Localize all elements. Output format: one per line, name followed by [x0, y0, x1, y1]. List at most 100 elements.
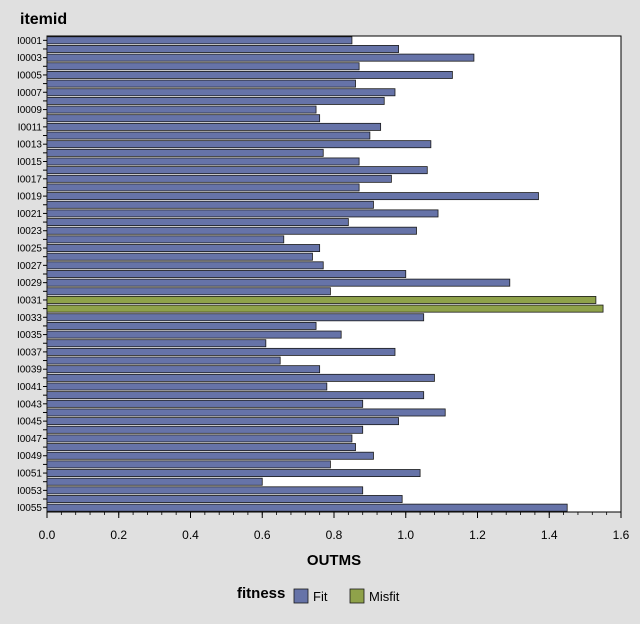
x-tick-label: 1.2 — [469, 528, 486, 542]
bar-I0048 — [46, 443, 356, 452]
y-tick-label: I0031 — [17, 295, 42, 306]
y-tick-label: I0015 — [17, 157, 42, 168]
bar-I0028 — [46, 270, 407, 278]
y-tick-label: I0017 — [17, 174, 42, 185]
y-tick-label: I0013 — [17, 140, 42, 151]
y-tick-label: I0029 — [17, 278, 42, 289]
y-tick-label: I0045 — [17, 417, 42, 428]
bar-I0031 — [46, 296, 597, 304]
bar-I0030 — [46, 287, 331, 296]
bar-I0014 — [46, 148, 324, 157]
bar-I0039 — [46, 365, 321, 374]
y-tick-label: I0025 — [17, 244, 42, 255]
y-tick-label: I0055 — [17, 503, 42, 514]
bar-I0001 — [46, 36, 353, 45]
bar-I0050 — [46, 460, 331, 469]
y-tick-label: I0049 — [17, 451, 42, 462]
y-tick-label: I0027 — [17, 261, 42, 272]
bar-I0021 — [46, 209, 439, 218]
bar-I0049 — [46, 451, 374, 460]
bar-I0035 — [46, 330, 342, 339]
x-tick-label: 1.0 — [397, 528, 414, 542]
bar-I0024 — [46, 235, 285, 244]
y-tick-label: I0011 — [18, 122, 43, 133]
bar-I0046 — [46, 425, 364, 434]
bar-I0004 — [46, 62, 360, 71]
y-tick-label: I0007 — [17, 88, 42, 99]
bar-I0042 — [46, 391, 425, 400]
y-tick-label: I0039 — [17, 365, 42, 376]
bar-I0051 — [46, 469, 421, 478]
x-tick-label: 1.6 — [613, 528, 630, 542]
bar-I0036 — [46, 339, 267, 348]
bar-I0008 — [46, 96, 385, 105]
bar-I0017 — [46, 174, 392, 183]
y-tick-label: I0023 — [17, 226, 42, 237]
bar-I0052 — [46, 477, 263, 486]
x-tick-label: 0.8 — [326, 528, 343, 542]
x-tick-label: 1.4 — [541, 528, 558, 542]
legend-swatch-misfit — [349, 588, 365, 604]
y-tick-label: I0005 — [17, 70, 42, 81]
bar-I0025 — [46, 244, 321, 252]
x-tick-label: 0.2 — [110, 528, 127, 542]
bar-I0029 — [46, 278, 511, 287]
bar-I0013 — [46, 140, 432, 149]
bar-I0047 — [46, 434, 353, 443]
bar-I0011 — [46, 122, 382, 131]
legend-swatch-fit — [293, 588, 309, 604]
y-tick-label: I0019 — [17, 192, 42, 203]
bar-I0045 — [46, 417, 399, 426]
legend-label-fit: Fit — [313, 589, 328, 604]
y-tick-label: I0051 — [17, 469, 42, 480]
y-tick-label: I0053 — [17, 486, 42, 497]
bar-I0016 — [46, 166, 428, 175]
bar-I0043 — [46, 399, 364, 408]
bar-I0007 — [46, 88, 396, 97]
bar-I0055 — [46, 503, 568, 512]
legend-label-misfit: Misfit — [369, 589, 400, 604]
bar-I0018 — [46, 183, 360, 192]
y-tick-label: I0043 — [17, 399, 42, 410]
bar-I0032 — [46, 304, 604, 313]
bar-I0026 — [46, 252, 313, 261]
y-tick-label: I0001 — [17, 36, 42, 47]
y-tick-label: I0021 — [17, 209, 42, 220]
x-tick-label: 0.6 — [254, 528, 271, 542]
bar-I0009 — [46, 105, 317, 114]
y-tick-label: I0037 — [17, 347, 42, 358]
bar-I0038 — [46, 356, 281, 365]
bar-I0010 — [46, 114, 321, 123]
bar-I0022 — [46, 218, 349, 227]
y-tick-label: I0003 — [17, 53, 42, 64]
bar-I0040 — [46, 373, 435, 382]
bar-I0015 — [46, 157, 360, 166]
bar-I0044 — [46, 408, 446, 417]
y-tick-label: I0047 — [17, 434, 42, 445]
bar-I0053 — [46, 486, 364, 495]
y-tick-label: I0033 — [17, 313, 42, 324]
y-axis-title: itemid — [20, 11, 67, 28]
bar-I0041 — [46, 382, 328, 391]
bar-I0006 — [46, 79, 356, 88]
x-axis-title: OUTMS — [307, 552, 361, 569]
bar-I0037 — [46, 347, 396, 356]
y-tick-label: I0009 — [17, 105, 42, 116]
bar-I0002 — [46, 45, 399, 53]
bar-I0012 — [46, 131, 371, 140]
bar-I0033 — [46, 313, 425, 322]
x-tick-label: 0.0 — [39, 528, 56, 542]
bar-I0005 — [46, 70, 453, 79]
bar-I0023 — [46, 226, 417, 235]
x-tick-label: 0.4 — [182, 528, 199, 542]
y-tick-label: I0041 — [17, 382, 42, 393]
bar-I0020 — [46, 200, 374, 209]
bar-I0054 — [46, 495, 403, 503]
bar-I0034 — [46, 321, 317, 330]
bar-I0027 — [46, 261, 324, 270]
bar-I0019 — [46, 192, 539, 201]
bar-I0003 — [46, 53, 475, 62]
y-tick-label: I0035 — [17, 330, 42, 341]
legend-title: fitness — [237, 585, 285, 602]
